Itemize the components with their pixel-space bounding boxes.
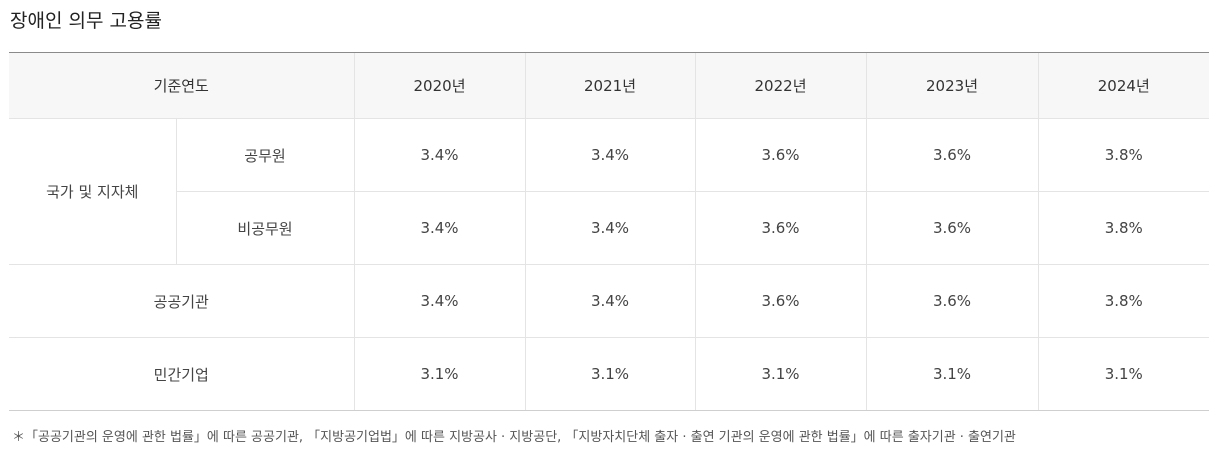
rate-cell: 3.4% — [524, 264, 696, 338]
table-row: 공공기관 3.4% 3.4% 3.6% 3.6% 3.8% — [9, 264, 1210, 338]
group-label-public-institution: 공공기관 — [9, 264, 355, 338]
rate-cell: 3.4% — [353, 264, 526, 338]
header-year: 2022년 — [694, 52, 867, 119]
header-year: 2021년 — [524, 52, 696, 119]
group-label-national: 국가 및 지자체 — [9, 118, 176, 265]
rate-cell: 3.6% — [865, 191, 1039, 265]
header-base-year: 기준연도 — [9, 52, 355, 119]
table-row: 민간기업 3.1% 3.1% 3.1% 3.1% 3.1% — [9, 337, 1210, 411]
rate-cell: 3.6% — [694, 191, 867, 265]
rate-cell: 3.6% — [694, 264, 867, 338]
rate-cell: 3.4% — [353, 191, 526, 265]
group-label-private-company: 민간기업 — [9, 337, 355, 411]
table-row: 국가 및 지자체 공무원 3.4% 3.4% 3.6% 3.6% 3.8% — [9, 118, 1210, 265]
footnote: ＊「공공기관의 운영에 관한 법률」에 따른 공공기관, 「지방공기업법」에 따… — [12, 430, 1016, 445]
rate-cell: 3.8% — [1037, 118, 1210, 192]
rate-cell: 3.1% — [1037, 337, 1210, 411]
table-header-row: 기준연도 2020년 2021년 2022년 2023년 2024년 — [9, 52, 1210, 119]
row-label-non-civil-servant: 비공무원 — [175, 191, 355, 265]
rate-cell: 3.4% — [353, 118, 526, 192]
header-year: 2023년 — [865, 52, 1039, 119]
rate-cell: 3.6% — [865, 118, 1039, 192]
table-row: 비공무원 3.4% 3.4% 3.6% 3.6% 3.8% — [9, 191, 1210, 265]
rate-cell: 3.8% — [1037, 264, 1210, 338]
rate-cell: 3.4% — [524, 118, 696, 192]
row-label-civil-servant: 공무원 — [175, 118, 355, 192]
rate-cell: 3.1% — [694, 337, 867, 411]
rate-cell: 3.1% — [524, 337, 696, 411]
rate-cell: 3.1% — [865, 337, 1039, 411]
rate-cell: 3.1% — [353, 337, 526, 411]
rate-cell: 3.8% — [1037, 191, 1210, 265]
header-year: 2024년 — [1037, 52, 1210, 119]
rate-cell: 3.6% — [865, 264, 1039, 338]
rate-cell: 3.4% — [524, 191, 696, 265]
employment-rate-table: 기준연도 2020년 2021년 2022년 2023년 2024년 국가 및 … — [9, 52, 1210, 411]
rate-cell: 3.6% — [694, 118, 867, 192]
header-year: 2020년 — [353, 52, 526, 119]
page-title: 장애인 의무 고용률 — [10, 10, 162, 32]
